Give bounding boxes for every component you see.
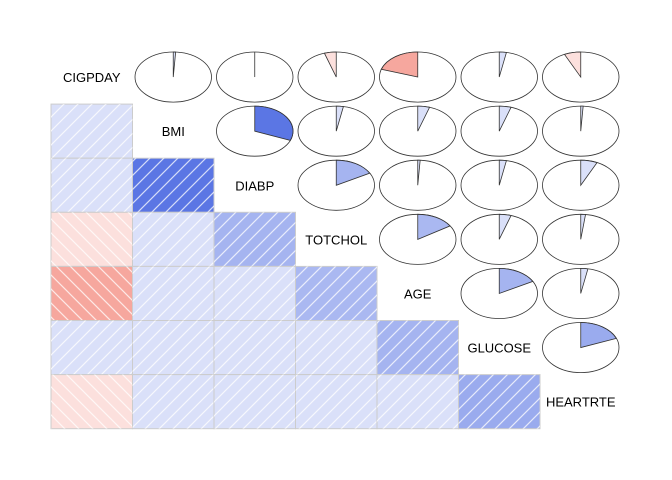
pie-cell-totchol-glucose — [460, 213, 538, 265]
pie-slice-totchol-glucose — [498, 213, 512, 240]
variable-label-glucose: GLUCOSE — [467, 341, 531, 356]
pie-slice-bmi-totchol — [335, 105, 344, 132]
shade-cell-totchol-diabp — [213, 211, 296, 267]
shade-cell-heartrte-glucose — [458, 374, 541, 430]
pie-cell-cigpday-bmi — [134, 51, 212, 103]
pie-slice-cigpday-glucose — [498, 51, 507, 78]
shade-cell-totchol-bmi — [132, 211, 215, 267]
shade-cell-glucose-age — [376, 320, 459, 376]
pie-cell-bmi-totchol — [297, 105, 375, 157]
pie-cell-glucose-heartrte — [542, 322, 620, 373]
pie-cell-cigpday-age — [379, 51, 457, 103]
shade-cell-age-diabp — [213, 265, 296, 321]
pie-cell-diabp-glucose — [460, 159, 538, 211]
pie-slice-diabp-age — [417, 159, 421, 186]
upper-pie-panels — [134, 51, 620, 373]
pie-slice-totchol-age — [417, 213, 451, 240]
shade-cell-heartrte-cigpday — [50, 374, 133, 430]
variable-label-heartrte: HEARTRTE — [546, 395, 616, 410]
shade-cell-glucose-bmi — [132, 320, 215, 376]
pie-slice-bmi-diabp — [254, 105, 294, 141]
pie-slice-bmi-age — [417, 105, 431, 132]
pie-slice-age-heartrte — [580, 267, 589, 294]
pie-cell-cigpday-diabp — [216, 51, 294, 103]
shade-cell-totchol-cigpday — [50, 211, 133, 267]
variable-label-cigpday: CIGPDAY — [63, 70, 121, 85]
shade-cell-heartrte-totchol — [295, 374, 378, 430]
pie-slice-cigpday-age — [380, 51, 419, 78]
pie-slice-diabp-heartrte — [580, 159, 598, 187]
shade-cell-diabp-bmi — [132, 157, 215, 213]
shade-cell-diabp-cigpday — [50, 157, 133, 213]
shade-cell-bmi-cigpday — [50, 103, 133, 159]
variable-label-age: AGE — [404, 286, 432, 301]
variable-label-diabp: DIABP — [235, 178, 274, 193]
shade-cell-glucose-diabp — [213, 320, 296, 376]
shade-cell-heartrte-age — [376, 374, 459, 430]
shade-cell-heartrte-bmi — [132, 374, 215, 430]
pie-cell-diabp-age — [379, 159, 457, 211]
pie-cell-age-heartrte — [542, 267, 620, 319]
pie-slice-diabp-glucose — [498, 159, 507, 186]
pie-cell-cigpday-glucose — [460, 51, 538, 103]
pie-cell-totchol-age — [379, 213, 457, 265]
pie-cell-totchol-heartrte — [542, 213, 620, 265]
shade-cell-age-bmi — [132, 265, 215, 321]
shade-cell-age-cigpday — [50, 265, 133, 321]
shade-cell-glucose-totchol — [295, 320, 378, 376]
pie-slice-cigpday-heartrte — [563, 51, 582, 79]
variable-label-totchol: TOTCHOL — [305, 232, 367, 247]
pie-cell-bmi-heartrte — [542, 105, 620, 157]
pie-slice-bmi-heartrte — [580, 105, 584, 132]
pie-slice-totchol-heartrte — [580, 213, 587, 240]
pie-cell-diabp-totchol — [297, 159, 375, 211]
shade-cell-glucose-cigpday — [50, 320, 133, 376]
pie-slice-age-glucose — [498, 267, 534, 295]
shade-cell-age-totchol — [295, 265, 378, 321]
pie-slice-cigpday-totchol — [323, 51, 337, 78]
pie-cell-cigpday-totchol — [297, 51, 375, 103]
variable-label-bmi: BMI — [162, 124, 185, 139]
pie-cell-bmi-diabp — [216, 105, 294, 157]
pie-slice-diabp-totchol — [335, 159, 371, 186]
diagonal-labels: CIGPDAY BMI DIABP TOTCHOL AGE GLUCOSE HEARTRTE — [63, 70, 616, 410]
pie-cell-bmi-age — [379, 105, 457, 157]
pie-slice-bmi-glucose — [498, 105, 512, 132]
lower-shade-panels — [50, 103, 541, 430]
pie-cell-diabp-heartrte — [542, 159, 620, 211]
pie-slice-glucose-heartrte — [580, 322, 617, 349]
pie-cell-cigpday-heartrte — [542, 51, 620, 103]
pie-cell-age-glucose — [460, 267, 538, 319]
pie-slice-cigpday-bmi — [172, 51, 177, 78]
pie-cell-bmi-glucose — [460, 105, 538, 157]
shade-cell-heartrte-diabp — [213, 374, 296, 430]
